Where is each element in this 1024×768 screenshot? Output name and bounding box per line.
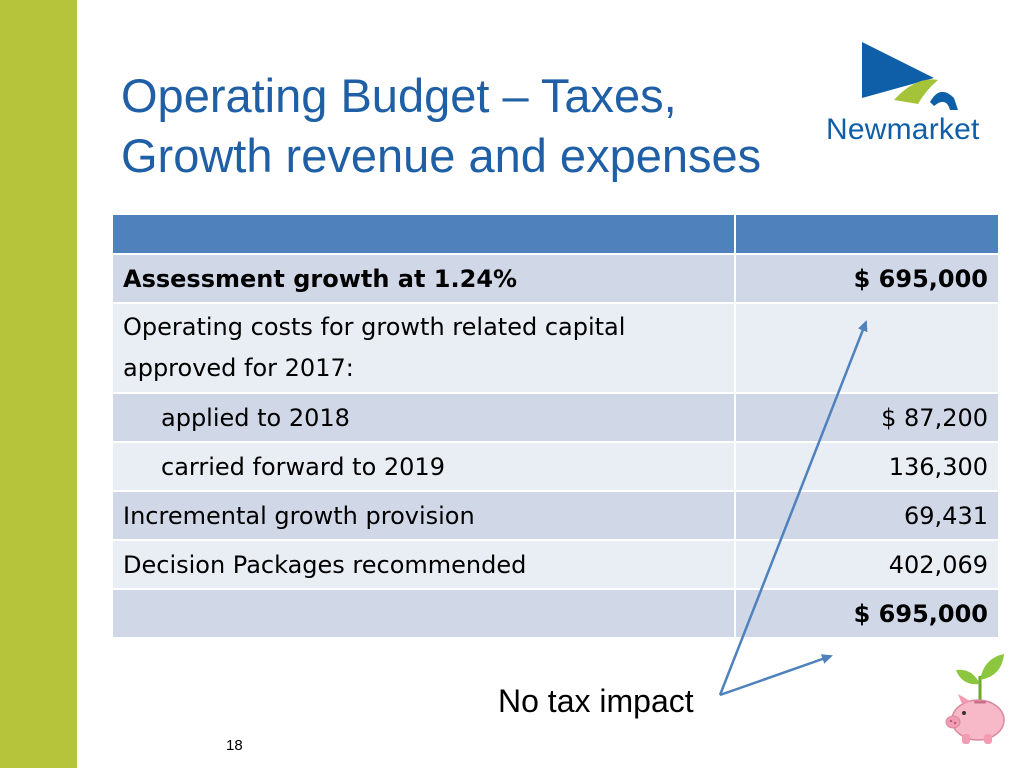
page-number: 18 — [226, 737, 243, 754]
budget-table: Assessment growth at 1.24% $ 695,000 Ope… — [111, 213, 1000, 639]
row-amount — [734, 302, 1000, 394]
newmarket-logo-icon — [862, 42, 958, 110]
row-amount: $ 87,200 — [734, 392, 1000, 443]
row-label: carried forward to 2019 — [111, 441, 736, 492]
side-accent-bar — [0, 0, 77, 768]
row-amount: $ 695,000 — [734, 588, 1000, 639]
row-label: Incremental growth provision — [111, 490, 736, 541]
row-amount: 402,069 — [734, 539, 1000, 590]
arrow-to-total — [719, 654, 833, 697]
row-label: applied to 2018 — [111, 392, 736, 443]
table-row: applied to 2018 $ 87,200 — [111, 392, 1000, 443]
row-label: Assessment growth at 1.24% — [111, 253, 736, 304]
row-amount: $ 695,000 — [734, 253, 1000, 304]
logo-text: Newmarket — [826, 113, 980, 146]
table-row: Assessment growth at 1.24% $ 695,000 — [111, 253, 1000, 304]
row-amount: 136,300 — [734, 441, 1000, 492]
table-row: Decision Packages recommended 402,069 — [111, 539, 1000, 590]
row-amount: 69,431 — [734, 490, 1000, 541]
header-cell — [734, 213, 1000, 255]
title-line-1: Operating Budget – Taxes, — [121, 69, 677, 122]
table-row: Operating costs for growth related capit… — [111, 302, 1000, 394]
row-label: Operating costs for growth related capit… — [111, 302, 736, 394]
piggy-bank-sprout-icon — [945, 654, 1005, 744]
row-label — [111, 588, 736, 639]
no-tax-impact-note: No tax impact — [498, 683, 694, 719]
row-label: Decision Packages recommended — [111, 539, 736, 590]
header-cell — [111, 213, 736, 255]
slide-title: Operating Budget – Taxes, Growth revenue… — [121, 66, 821, 186]
table-row: Incremental growth provision 69,431 — [111, 490, 1000, 541]
table-row: $ 695,000 — [111, 588, 1000, 639]
table-row: carried forward to 2019 136,300 — [111, 441, 1000, 492]
table-header-row — [111, 213, 1000, 255]
title-line-2: Growth revenue and expenses — [121, 129, 762, 182]
